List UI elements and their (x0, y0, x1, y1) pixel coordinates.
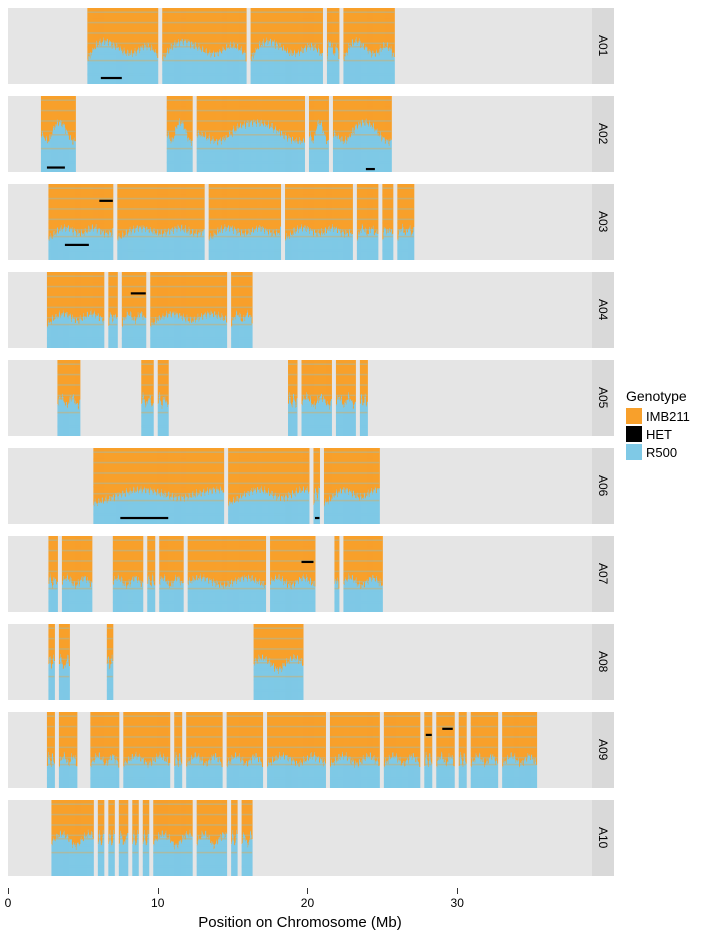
facet-panel-A05 (8, 360, 592, 436)
x-tick (457, 888, 458, 894)
strip-label-A03: A03 (592, 184, 614, 260)
facet-panel-A01 (8, 8, 592, 84)
facet-panel-A03 (8, 184, 592, 260)
strip-label-A08: A08 (592, 624, 614, 700)
strip-label-A01: A01 (592, 8, 614, 84)
legend-item-R500: R500 (626, 444, 690, 460)
legend-swatch (626, 408, 642, 424)
strip-label-A05: A05 (592, 360, 614, 436)
legend-label: HET (646, 427, 672, 442)
facet-panel-A10 (8, 800, 592, 876)
genotype-legend: Genotype IMB211 HET R500 (626, 388, 690, 462)
legend-item-IMB211: IMB211 (626, 408, 690, 424)
panel-row-A07: A07 (8, 536, 614, 624)
facet-panel-A02 (8, 96, 592, 172)
facet-panel-A06 (8, 448, 592, 524)
x-tick-label: 0 (5, 896, 12, 910)
legend-swatch (626, 444, 642, 460)
facet-panel-A08 (8, 624, 592, 700)
legend-item-HET: HET (626, 426, 690, 442)
panel-row-A10: A10 (8, 800, 614, 888)
x-axis: 0 10 20 30 Position on Chromosome (Mb) (8, 888, 592, 932)
panel-row-A01: A01 (8, 8, 614, 96)
panel-row-A08: A08 (8, 624, 614, 712)
x-tick-label: 30 (451, 896, 464, 910)
genotype-facet-chart: A01 A02 A03 A04 A05 A06 A07 A08 A09 A10 0 10 20 30 Pos… (8, 8, 720, 932)
panel-row-A09: A09 (8, 712, 614, 800)
x-tick (8, 888, 9, 894)
strip-label-A10: A10 (592, 800, 614, 876)
panel-row-A06: A06 (8, 448, 614, 536)
legend-label: IMB211 (646, 409, 690, 424)
facet-panels: A01 A02 A03 A04 A05 A06 A07 A08 A09 A10 0 10 20 30 Pos… (8, 8, 614, 932)
legend-swatch (626, 426, 642, 442)
panel-row-A04: A04 (8, 272, 614, 360)
x-tick (307, 888, 308, 894)
x-tick (158, 888, 159, 894)
x-tick-label: 10 (151, 896, 164, 910)
facet-panel-A07 (8, 536, 592, 612)
x-tick-label: 20 (301, 896, 314, 910)
facet-panel-A04 (8, 272, 592, 348)
panel-row-A05: A05 (8, 360, 614, 448)
strip-label-A09: A09 (592, 712, 614, 788)
strip-label-A07: A07 (592, 536, 614, 612)
legend-label: R500 (646, 445, 677, 460)
legend-title: Genotype (626, 388, 690, 404)
panel-row-A03: A03 (8, 184, 614, 272)
x-axis-title: Position on Chromosome (Mb) (198, 914, 401, 931)
panel-row-A02: A02 (8, 96, 614, 184)
strip-label-A02: A02 (592, 96, 614, 172)
strip-label-A06: A06 (592, 448, 614, 524)
strip-label-A04: A04 (592, 272, 614, 348)
facet-panel-A09 (8, 712, 592, 788)
